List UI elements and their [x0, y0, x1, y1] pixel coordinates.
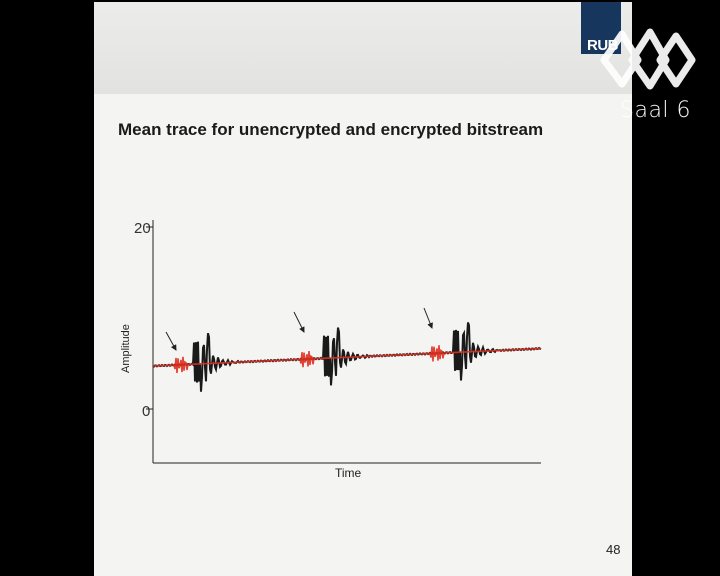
mean-trace-chart: 20 0 Amplitude Time	[120, 220, 542, 478]
room-label: Saal 6	[620, 98, 692, 123]
slide-header	[94, 2, 632, 94]
slide-title: Mean trace for unencrypted and encrypted…	[118, 120, 544, 139]
y-axis-label: Amplitude	[120, 324, 132, 373]
y-tick-label-20: 20	[134, 220, 151, 237]
page-number: 48	[606, 542, 621, 557]
arrow-annotation	[165, 331, 177, 351]
trace-red-line	[153, 345, 542, 373]
x-axis-label: Time	[335, 466, 362, 478]
y-tick-label-0: 0	[142, 403, 150, 420]
arrow-annotation	[293, 311, 305, 333]
saal-logo-icon	[600, 28, 696, 90]
trace-black-line	[152, 322, 542, 392]
presentation-slide: RUB Mean trace for unencrypted and encry…	[94, 2, 632, 576]
trace-group	[152, 322, 542, 392]
arrow-annotation	[423, 307, 433, 329]
